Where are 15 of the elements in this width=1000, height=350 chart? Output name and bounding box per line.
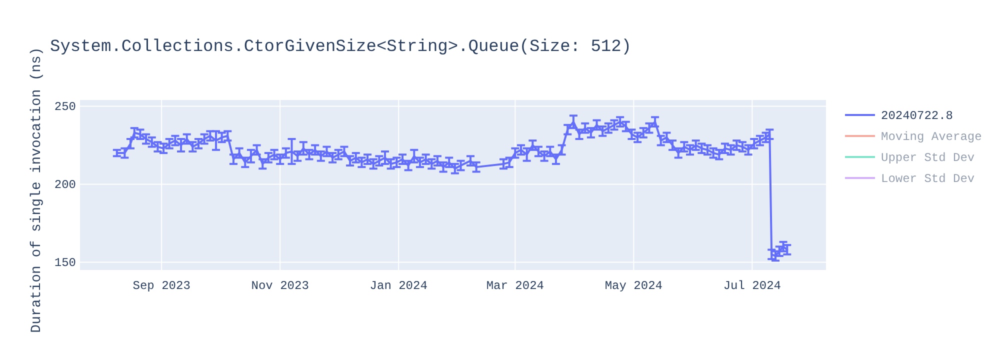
x-tick-label: Mar 2024 [486, 279, 544, 293]
y-tick-label: 200 [54, 178, 76, 192]
legend-label: 20240722.8 [881, 109, 954, 123]
legend-label: Moving Average [881, 130, 982, 144]
x-tick-label: Nov 2023 [251, 279, 309, 293]
x-tick-label: May 2024 [604, 279, 662, 293]
y-axis-title: Duration of single invocation (ns) [29, 47, 45, 333]
x-tick-label: Jan 2024 [370, 279, 428, 293]
y-tick-label: 150 [54, 256, 76, 270]
y-tick-label: 250 [54, 100, 76, 114]
legend-label: Lower Std Dev [881, 172, 975, 186]
x-tick-label: Jul 2024 [723, 279, 781, 293]
x-tick-label: Sep 2023 [132, 279, 190, 293]
legend-label: Upper Std Dev [881, 151, 975, 165]
chart-title: System.Collections.CtorGivenSize<String>.Queue(Size: 512) [50, 38, 632, 57]
